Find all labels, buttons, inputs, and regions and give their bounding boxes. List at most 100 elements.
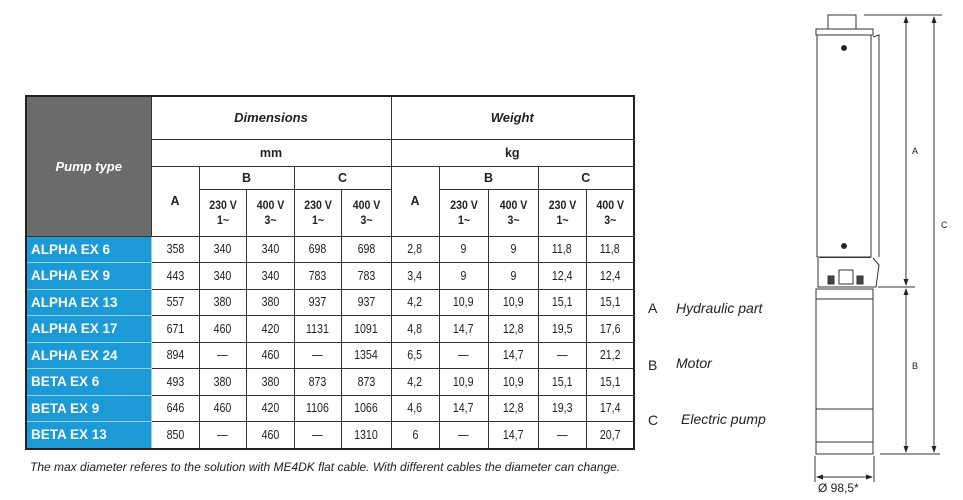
pump-type-cell: ALPHA EX 13	[25, 288, 152, 316]
value-text: 698	[308, 242, 327, 257]
value-text: 15,1	[551, 295, 573, 310]
value-cell: 493	[150, 368, 200, 396]
header-weight-unit: kg	[390, 138, 635, 167]
header-v400: 400 V 3~	[245, 188, 295, 237]
value-cell: 11,8	[537, 235, 587, 263]
value-cell: 15,1	[585, 288, 635, 316]
value-text: 1106	[306, 401, 329, 416]
value-cell: 698	[340, 235, 392, 263]
value-cell: 4,6	[390, 394, 440, 422]
value-text: 443	[166, 268, 184, 283]
phase-label: 3~	[603, 212, 616, 227]
value-cell: 3,4	[390, 262, 440, 290]
value-text: 12,8	[502, 401, 524, 416]
value-text: 380	[213, 374, 232, 389]
value-cell: 12,8	[487, 394, 539, 422]
header-v230: 230 V 1~	[198, 188, 247, 237]
value-text: —	[312, 348, 323, 363]
header-weight: Weight	[390, 95, 635, 140]
diameter-label: Ø 98,5*	[818, 481, 859, 495]
value-cell: 340	[245, 262, 295, 290]
value-text: —	[556, 348, 568, 363]
value-cell: 850	[150, 421, 200, 449]
header-dim-a: A	[150, 165, 200, 237]
value-cell: 15,1	[537, 288, 587, 316]
value-text: 358	[166, 242, 184, 257]
value-text: 873	[308, 374, 327, 389]
value-text: 340	[213, 268, 232, 283]
value-text: 646	[166, 401, 184, 416]
value-text: 20,7	[599, 427, 621, 442]
value-text: 671	[166, 321, 184, 336]
value-cell: 10,9	[438, 368, 489, 396]
value-text: 12,4	[551, 268, 573, 283]
header-v400: 400 V 3~	[585, 188, 635, 237]
value-text: 21,2	[599, 348, 621, 363]
header-v230: 230 V 1~	[438, 188, 489, 237]
motor-head	[815, 288, 874, 300]
value-text: 380	[261, 295, 279, 310]
table-row: BETA EX 9 646 460 420 1106 1066 4,6 14,7 12,8 19,…	[25, 394, 635, 422]
value-text: 6,5	[407, 348, 423, 363]
value-text: 783	[308, 268, 327, 283]
value-text: 340	[213, 242, 232, 257]
pump-type-cell: ALPHA EX 24	[25, 341, 152, 369]
value-text: 10,9	[453, 295, 474, 310]
value-text: 19,5	[551, 321, 573, 336]
drawing-label-a: A	[912, 146, 919, 156]
value-cell: 4,2	[390, 368, 440, 396]
phase-label: 1~	[457, 212, 470, 227]
value-text: 3,4	[407, 268, 423, 283]
pump-type-cell: ALPHA EX 6	[25, 235, 152, 263]
voltage-label: 400 V	[595, 197, 624, 212]
value-text: 4,8	[407, 321, 423, 336]
value-text: 894	[166, 348, 184, 363]
value-text: 17,4	[599, 401, 621, 416]
value-text: —	[312, 427, 323, 442]
value-text: 380	[213, 295, 232, 310]
value-cell: 358	[150, 235, 200, 263]
voltage-label: 400 V	[499, 197, 527, 212]
table-row: ALPHA EX 24 894 — 460 — 1354 6,5 — 14,7 — 21,2	[25, 341, 635, 369]
voltage-label: 400 V	[352, 197, 380, 212]
value-text: 340	[261, 242, 279, 257]
value-text: 4,2	[407, 374, 423, 389]
table-row: ALPHA EX 13 557 380 380 937 937 4,2 10,9 10,9 15,…	[25, 288, 635, 316]
value-text: 937	[308, 295, 327, 310]
header-v400: 400 V 3~	[340, 188, 392, 237]
pump-type-cell: ALPHA EX 17	[25, 315, 152, 343]
phase-label: 3~	[359, 212, 373, 227]
phase-label: 1~	[216, 212, 229, 227]
drawing-label-b: B	[912, 361, 919, 371]
value-text: 11,8	[599, 242, 620, 257]
value-cell: 12,4	[537, 262, 587, 290]
drawing-label-c: C	[941, 220, 948, 230]
value-text: 9	[460, 242, 467, 257]
table-row: ALPHA EX 17 671 460 420 1131 1091 4,8 14,7 12,8 1…	[25, 315, 635, 343]
value-text: 6	[412, 427, 418, 442]
dimensions-weight-table: Pump type Dimensions Weight mm kg A B C …	[25, 95, 635, 450]
value-text: 698	[357, 242, 375, 257]
value-text: 14,7	[453, 321, 474, 336]
value-cell: 6	[390, 421, 440, 449]
value-cell: —	[438, 421, 489, 449]
value-cell: 15,1	[537, 368, 587, 396]
table-row: ALPHA EX 9 443 340 340 783 783 3,4 9 9 12,4 12,4	[25, 262, 635, 290]
pump-type-cell: BETA EX 6	[25, 368, 152, 396]
value-text: 460	[261, 348, 279, 363]
value-cell: —	[438, 341, 489, 369]
value-cell: 1310	[340, 421, 392, 449]
value-text: 340	[261, 268, 279, 283]
value-cell: 460	[245, 341, 295, 369]
voltage-label: 230 V	[548, 197, 576, 212]
value-cell: 380	[245, 288, 295, 316]
table-row: ALPHA EX 6 358 340 340 698 698 2,8 9 9 11,8 11,8	[25, 235, 635, 263]
pump-type-cell: BETA EX 13	[25, 421, 152, 449]
legend-label: Motor	[676, 355, 712, 371]
voltage-label: 230 V	[449, 197, 478, 212]
value-text: 15,1	[551, 374, 573, 389]
phase-label: 3~	[506, 212, 520, 227]
value-cell: 340	[198, 235, 247, 263]
legend-label: Electric pump	[681, 411, 766, 427]
